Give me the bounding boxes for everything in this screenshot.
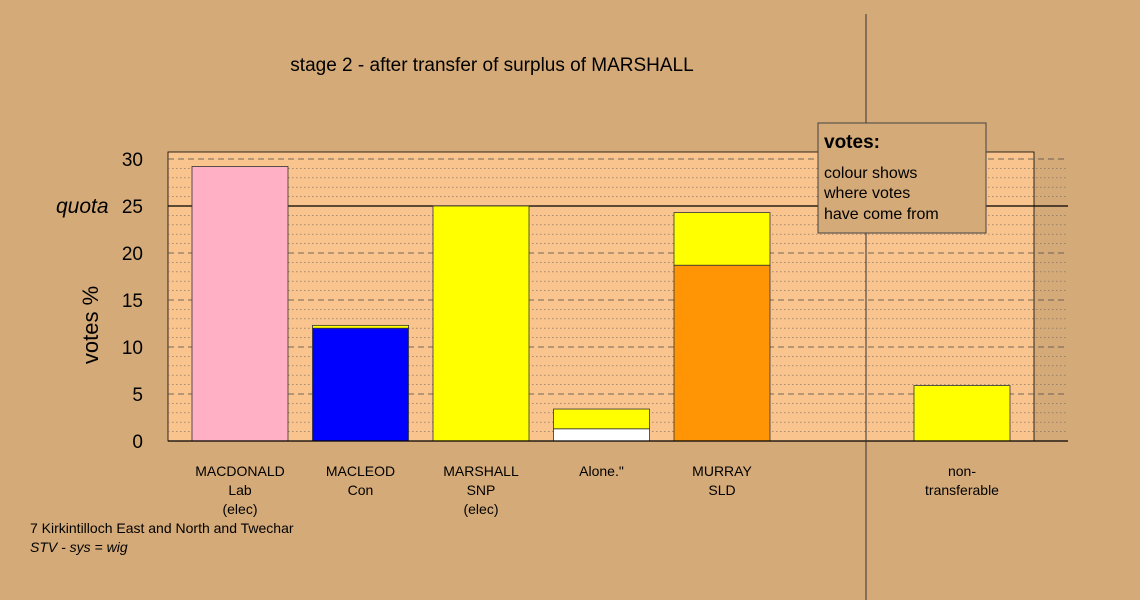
y-axis: 0 5 10 15 20 25 30 quota bbox=[56, 150, 143, 453]
bars bbox=[168, 166, 1068, 442]
y-tick-label: 10 bbox=[122, 338, 143, 359]
legend-box bbox=[817, 122, 987, 234]
footnote-district: 7 Kirkintilloch East and North and Twech… bbox=[30, 520, 294, 536]
x-label-nontransferable: non-transferable bbox=[925, 463, 999, 498]
bar-segment-0-0 bbox=[191, 166, 289, 442]
legend-line-2: where votes bbox=[823, 185, 910, 202]
legend-line-1: colour shows bbox=[824, 165, 917, 182]
bar-segment-2-0 bbox=[432, 205, 530, 442]
x-axis-labels: MACDONALD Lab (elec) MACLEOD Con MARSHALL SNP(… bbox=[195, 463, 999, 517]
bar-segment-3-0 bbox=[553, 428, 650, 442]
chart-title: stage 2 - after transfer of surplus of M… bbox=[290, 55, 693, 76]
y-tick-label: 20 bbox=[122, 244, 143, 265]
legend: votes: colour shows where votes have com… bbox=[817, 122, 987, 234]
y-tick-label: 25 bbox=[122, 197, 143, 218]
x-label-1: MACLEOD Con bbox=[326, 463, 395, 498]
y-axis-label: votes % bbox=[78, 286, 103, 364]
x-label-4: MURRAY SLD bbox=[692, 463, 752, 498]
x-label-2: MARSHALL SNP (elec) bbox=[443, 463, 519, 517]
x-label-0: MACDONALD Lab (elec) bbox=[195, 463, 284, 517]
legend-line-3: have come from bbox=[824, 206, 939, 223]
footnote-system: STV - sys = wig bbox=[30, 539, 128, 555]
bar-segment-4-0 bbox=[673, 264, 771, 442]
y-tick-label: 0 bbox=[132, 432, 143, 453]
bar-segment-4-1 bbox=[673, 212, 771, 266]
quota-label: quota bbox=[56, 195, 109, 218]
bar-segment-nontransferable-0 bbox=[913, 385, 1011, 442]
bar-segment-1-1 bbox=[312, 324, 409, 329]
legend-title: votes: bbox=[824, 132, 880, 153]
x-label-3: Alone." bbox=[579, 463, 624, 479]
y-tick-label: 15 bbox=[122, 291, 143, 312]
y-tick-label: 30 bbox=[122, 150, 143, 171]
y-tick-label: 5 bbox=[132, 385, 143, 406]
bar-segment-1-0 bbox=[312, 327, 409, 442]
bar-segment-3-1 bbox=[553, 408, 650, 430]
